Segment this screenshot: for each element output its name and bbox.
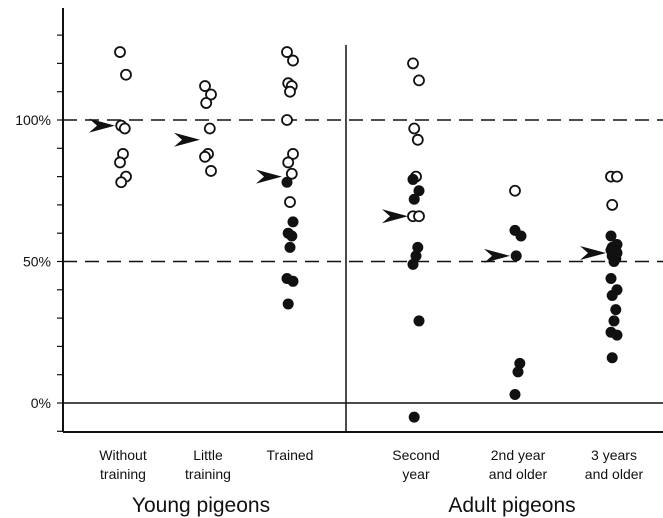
mean-arrows xyxy=(89,118,606,263)
open-point xyxy=(413,210,425,223)
filled-point xyxy=(281,176,293,188)
mean-arrow xyxy=(484,248,510,263)
filled-point xyxy=(282,298,294,310)
mean-arrow xyxy=(89,118,115,133)
open-point xyxy=(509,184,521,197)
open-point xyxy=(114,156,126,169)
mean-arrow xyxy=(580,246,606,261)
filled-point xyxy=(606,352,618,364)
category-label: Without xyxy=(99,447,147,463)
open-point xyxy=(284,85,296,98)
open-point xyxy=(199,80,211,92)
mean-arrow xyxy=(174,132,200,147)
open-point xyxy=(199,150,211,163)
open-point xyxy=(120,68,132,81)
category-label: Second xyxy=(392,447,439,463)
axes xyxy=(62,8,663,433)
category-label: Trained xyxy=(267,447,314,463)
filled-point xyxy=(287,275,299,287)
group-labels: Young pigeons Adult pigeons xyxy=(132,494,576,517)
open-point xyxy=(287,54,299,67)
filled-point xyxy=(605,272,617,284)
open-point xyxy=(205,88,217,101)
filled-point xyxy=(413,315,425,327)
open-point xyxy=(282,156,295,169)
open-point xyxy=(203,122,216,135)
open-point xyxy=(407,57,419,70)
filled-point xyxy=(611,329,623,341)
filled-point xyxy=(608,315,620,327)
filled-point xyxy=(287,216,299,228)
filled-point xyxy=(407,173,419,185)
filled-point xyxy=(509,389,521,401)
open-point xyxy=(114,46,126,58)
filled-point xyxy=(284,241,296,253)
category-label: 2nd year xyxy=(491,447,546,463)
filled-point xyxy=(510,250,522,262)
filled-point xyxy=(408,411,420,423)
data-points xyxy=(114,46,623,423)
filled-point xyxy=(286,230,298,242)
open-point xyxy=(606,198,619,211)
open-point xyxy=(281,46,293,58)
filled-point xyxy=(605,230,617,242)
mean-arrow xyxy=(256,169,282,184)
filled-point xyxy=(512,366,524,378)
filled-point xyxy=(407,258,419,270)
open-point xyxy=(287,148,299,160)
category-label: and older xyxy=(585,466,644,482)
filled-point xyxy=(515,230,527,242)
category-label: training xyxy=(185,466,231,482)
category-labels: Without training Little training Trained Seco… xyxy=(99,447,643,482)
category-label: 3 years xyxy=(591,447,637,463)
filled-point xyxy=(608,256,620,267)
open-point xyxy=(115,176,128,189)
open-point xyxy=(284,196,296,208)
open-point xyxy=(411,133,424,146)
open-point xyxy=(413,74,425,87)
open-point xyxy=(200,97,213,109)
filled-point xyxy=(610,304,622,316)
category-label: training xyxy=(100,466,146,482)
y-axis-ticks: 100% 50% 0% xyxy=(15,34,63,432)
open-point xyxy=(285,167,298,180)
filled-point xyxy=(408,193,420,205)
open-point xyxy=(408,122,421,135)
open-point xyxy=(118,122,131,135)
group-label: Adult pigeons xyxy=(448,494,575,517)
y-tick-label: 100% xyxy=(15,112,51,128)
open-point xyxy=(205,165,217,177)
y-tick-label: 0% xyxy=(31,395,51,411)
mean-arrow xyxy=(382,209,408,224)
filled-point xyxy=(413,185,425,197)
open-point xyxy=(281,114,293,126)
filled-point xyxy=(606,289,618,301)
category-label: and older xyxy=(489,466,548,482)
group-label: Young pigeons xyxy=(132,494,270,517)
category-label: Little xyxy=(193,447,223,463)
reference-lines xyxy=(63,119,663,404)
y-tick-label: 50% xyxy=(23,254,51,270)
open-point xyxy=(611,170,623,183)
category-label: year xyxy=(402,466,430,482)
